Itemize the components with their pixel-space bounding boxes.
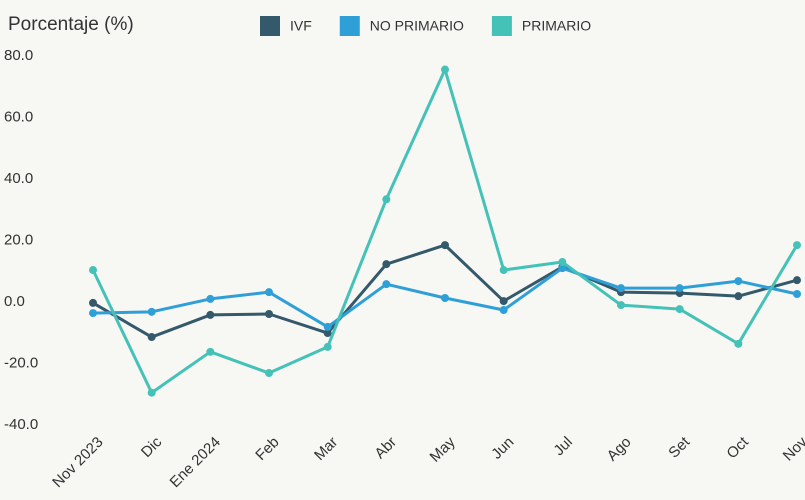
data-point <box>147 333 156 342</box>
legend-swatch <box>491 16 512 36</box>
x-tick-label: Nov 2023 <box>49 434 106 491</box>
data-point <box>265 288 273 297</box>
x-tick-label: Jul <box>550 434 576 460</box>
data-point <box>499 305 508 314</box>
x-tick-label: Feb <box>252 434 282 464</box>
data-point <box>499 266 508 275</box>
data-point <box>617 301 625 310</box>
legend-label: NO PRIMARIO <box>370 18 464 34</box>
data-point <box>734 339 743 348</box>
y-tick-label: -20.0 <box>4 354 38 371</box>
series-line <box>91 68 799 395</box>
data-point <box>617 284 625 293</box>
legend-label: PRIMARIO <box>522 18 591 34</box>
y-tick-label: 80.0 <box>4 47 33 64</box>
data-point <box>441 294 449 303</box>
data-point <box>206 294 215 303</box>
data-point <box>265 309 273 318</box>
data-point <box>382 260 391 269</box>
x-tick-label: Abr <box>371 434 400 463</box>
legend-swatch <box>339 16 360 36</box>
data-point <box>206 310 215 319</box>
data-point <box>323 322 332 331</box>
data-point <box>793 290 801 299</box>
data-point <box>147 388 156 397</box>
y-tick-label: 20.0 <box>4 231 33 248</box>
series-line <box>92 243 798 339</box>
x-tick-label: Ago <box>604 434 635 465</box>
x-tick-label: Dic <box>138 433 166 461</box>
data-point <box>323 329 332 338</box>
data-point <box>675 284 684 293</box>
y-tick-label: 60.0 <box>4 108 33 125</box>
data-point <box>793 241 801 250</box>
data-point <box>793 276 801 285</box>
x-tick-label: Set <box>665 433 694 462</box>
legend-label: IVF <box>290 18 312 34</box>
data-point <box>89 266 97 275</box>
data-point <box>441 241 449 250</box>
legend-swatch <box>260 16 280 36</box>
x-tick-label: Jun <box>488 434 517 463</box>
data-point <box>499 297 508 306</box>
data-point <box>558 264 567 273</box>
axis-title: Porcentaje (%) <box>8 14 134 35</box>
data-point <box>558 258 567 267</box>
data-point <box>734 292 743 301</box>
x-tick-label: Nov <box>780 433 805 464</box>
data-point <box>89 298 97 307</box>
y-tick-label: 0.0 <box>4 293 25 310</box>
data-point <box>734 277 743 286</box>
data-point <box>323 342 332 351</box>
data-point <box>382 280 391 289</box>
data-point <box>147 307 156 316</box>
data-point <box>206 347 215 356</box>
x-tick-label: May <box>427 433 459 465</box>
x-tick-label: Ene 2024 <box>167 434 224 491</box>
y-tick-label: -40.0 <box>4 416 38 433</box>
data-point <box>382 195 391 204</box>
data-point <box>89 309 97 318</box>
data-point <box>675 305 684 314</box>
data-point <box>265 369 273 378</box>
x-tick-label: Mar <box>311 434 341 464</box>
y-tick-label: 40.0 <box>4 170 33 187</box>
x-tick-label: Oct <box>723 433 752 462</box>
data-point <box>441 65 449 74</box>
